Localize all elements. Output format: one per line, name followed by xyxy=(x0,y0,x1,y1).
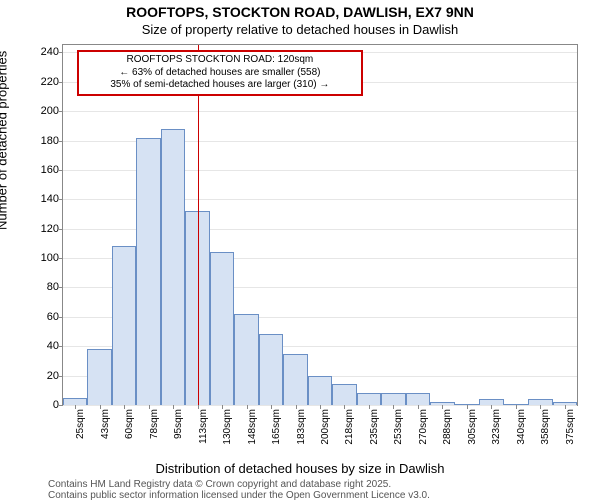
x-tick-label: 25sqm xyxy=(75,409,86,439)
callout-line-1: ROOFTOPS STOCKTON ROAD: 120sqm xyxy=(85,54,355,67)
x-tick-label: 375sqm xyxy=(565,409,576,445)
y-tick-label: 140 xyxy=(41,193,59,205)
x-tick-label: 165sqm xyxy=(271,409,282,445)
x-tick-label: 148sqm xyxy=(247,409,258,445)
x-tick-label: 113sqm xyxy=(198,409,209,444)
y-tick-label: 80 xyxy=(47,281,59,293)
y-tick-mark xyxy=(59,52,63,53)
histogram-bar xyxy=(63,398,87,405)
callout-line-3: 35% of semi-detached houses are larger (… xyxy=(85,79,355,92)
y-tick-mark xyxy=(59,170,63,171)
y-tick-mark xyxy=(59,287,63,288)
footer-line-1: Contains HM Land Registry data © Crown c… xyxy=(48,479,391,490)
property-marker-line xyxy=(198,45,200,405)
x-tick-label: 78sqm xyxy=(149,409,160,439)
x-tick-label: 183sqm xyxy=(296,409,307,445)
y-tick-mark xyxy=(59,317,63,318)
y-tick-label: 20 xyxy=(47,370,59,382)
x-tick-label: 95sqm xyxy=(173,409,184,439)
histogram-bar xyxy=(357,393,381,405)
histogram-bar xyxy=(161,129,185,405)
x-tick-label: 288sqm xyxy=(442,409,453,445)
property-callout: ROOFTOPS STOCKTON ROAD: 120sqm← 63% of d… xyxy=(77,50,363,96)
x-tick-label: 323sqm xyxy=(491,409,502,445)
x-tick-label: 358sqm xyxy=(540,409,551,445)
y-tick-label: 120 xyxy=(41,223,59,235)
plot-area: 02040608010012014016018020022024025sqm43… xyxy=(62,44,578,406)
y-tick-label: 100 xyxy=(41,252,59,264)
x-tick-label: 340sqm xyxy=(516,409,527,445)
y-tick-label: 240 xyxy=(41,46,59,58)
x-tick-label: 43sqm xyxy=(100,409,111,439)
x-tick-label: 253sqm xyxy=(393,409,404,445)
x-tick-label: 305sqm xyxy=(467,409,478,445)
y-tick-mark xyxy=(59,346,63,347)
y-tick-mark xyxy=(59,82,63,83)
histogram-bar xyxy=(283,354,307,405)
x-tick-label: 235sqm xyxy=(369,409,380,445)
y-tick-mark xyxy=(59,141,63,142)
histogram-bar xyxy=(259,334,283,405)
y-tick-label: 200 xyxy=(41,105,59,117)
x-tick-label: 218sqm xyxy=(344,409,355,445)
histogram-bar xyxy=(210,252,234,405)
y-tick-label: 60 xyxy=(47,311,59,323)
y-axis-label: Number of detached properties xyxy=(0,51,10,230)
y-tick-mark xyxy=(59,199,63,200)
histogram-bar xyxy=(381,393,405,405)
y-tick-mark xyxy=(59,376,63,377)
y-tick-mark xyxy=(59,258,63,259)
x-tick-label: 270sqm xyxy=(418,409,429,445)
y-tick-label: 40 xyxy=(47,340,59,352)
footer-line-2: Contains public sector information licen… xyxy=(48,490,430,501)
histogram-bar xyxy=(308,376,332,405)
chart-title-sub: Size of property relative to detached ho… xyxy=(0,22,600,37)
y-tick-label: 0 xyxy=(53,399,59,411)
histogram-bar xyxy=(136,138,160,405)
histogram-bar xyxy=(234,314,258,405)
y-tick-label: 220 xyxy=(41,76,59,88)
x-tick-label: 60sqm xyxy=(124,409,135,439)
x-axis-label: Distribution of detached houses by size … xyxy=(0,461,600,476)
histogram-bar xyxy=(112,246,136,405)
y-tick-label: 180 xyxy=(41,135,59,147)
x-tick-label: 200sqm xyxy=(320,409,331,445)
y-tick-mark xyxy=(59,111,63,112)
y-tick-label: 160 xyxy=(41,164,59,176)
chart-title-main: ROOFTOPS, STOCKTON ROAD, DAWLISH, EX7 9N… xyxy=(0,4,600,20)
y-tick-mark xyxy=(59,229,63,230)
callout-line-2: ← 63% of detached houses are smaller (55… xyxy=(85,67,355,80)
histogram-bar xyxy=(87,349,111,405)
gridline xyxy=(63,111,577,112)
histogram-bar xyxy=(406,393,430,405)
x-tick-label: 130sqm xyxy=(222,409,233,445)
histogram-bar xyxy=(332,384,356,405)
y-tick-mark xyxy=(59,405,63,406)
